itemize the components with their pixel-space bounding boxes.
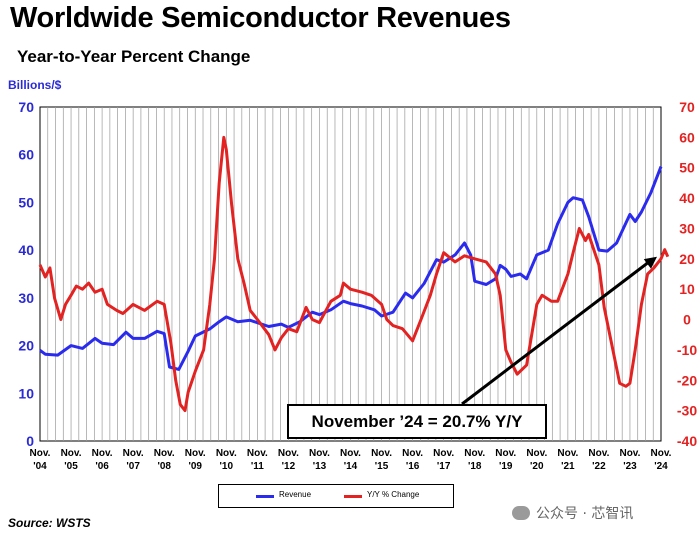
x-tick-label: Nov.	[216, 448, 237, 459]
left-axis-tick-label: 10	[18, 385, 34, 401]
x-tick-label: '20	[530, 461, 544, 472]
x-tick-label: Nov.	[278, 448, 299, 459]
legend-revenue-swatch	[256, 495, 274, 498]
legend-revenue-label: Revenue	[279, 490, 312, 499]
right-axis-tick-label: 60	[679, 129, 695, 145]
left-axis-unit-label: Billions/$	[8, 78, 62, 92]
x-tick-label: '08	[157, 461, 171, 472]
left-axis-tick-label: 20	[18, 338, 34, 354]
x-tick-label: '12	[282, 461, 296, 472]
legend-yoy-label: Y/Y % Change	[367, 490, 420, 499]
left-axis-tick-label: 30	[18, 290, 34, 306]
right-axis-tick-label: 10	[679, 281, 695, 297]
x-tick-label: Nov.	[495, 448, 516, 459]
x-tick-label: '23	[623, 461, 637, 472]
x-tick-label: Nov.	[154, 448, 175, 459]
x-tick-label: Nov.	[340, 448, 361, 459]
right-axis-tick-label: -20	[677, 372, 697, 388]
left-axis-tick-label: 0	[26, 433, 34, 449]
x-tick-label: '06	[95, 461, 109, 472]
watermark-text: 公众号 · 芯智讯	[536, 506, 634, 522]
right-axis-tick-label: 0	[683, 312, 691, 328]
watermark: 公众号 · 芯智讯	[512, 503, 633, 523]
x-tick-label: Nov.	[464, 448, 485, 459]
legend-yoy-swatch	[344, 495, 362, 498]
left-axis-tick-label: 40	[18, 242, 34, 258]
x-tick-label: '19	[499, 461, 513, 472]
x-tick-label: Nov.	[651, 448, 672, 459]
x-tick-label: '14	[344, 461, 358, 472]
x-tick-label: '17	[437, 461, 451, 472]
x-tick-label: Nov.	[185, 448, 206, 459]
right-axis-tick-label: -30	[677, 403, 697, 419]
x-tick-label: '04	[33, 461, 47, 472]
revenue-line	[39, 166, 663, 371]
left-axis-tick-label: 70	[18, 99, 34, 115]
x-tick-label: '13	[313, 461, 327, 472]
x-tick-label: Nov.	[588, 448, 609, 459]
x-tick-label: '07	[126, 461, 140, 472]
left-axis-tick-label: 60	[18, 147, 34, 163]
x-tick-label: Nov.	[247, 448, 268, 459]
annotation-callout: November ’24 = 20.7% Y/Y	[287, 404, 547, 439]
left-axis-tick-label: 50	[18, 194, 34, 210]
x-tick-label: Nov.	[619, 448, 640, 459]
x-tick-label: '09	[188, 461, 202, 472]
yoy-change-line	[38, 135, 670, 413]
right-axis-tick-label: -10	[677, 342, 697, 358]
x-tick-label: Nov.	[309, 448, 330, 459]
x-tick-label: Nov.	[30, 448, 51, 459]
annotation-arrowhead	[643, 256, 657, 269]
x-tick-label: '10	[220, 461, 234, 472]
chart-subtitle: Year-to-Year Percent Change	[17, 47, 251, 66]
x-tick-label: '18	[468, 461, 482, 472]
x-tick-label: '22	[592, 461, 606, 472]
x-tick-label: '16	[406, 461, 420, 472]
annotation-arrow	[461, 261, 649, 406]
x-tick-label: '05	[64, 461, 78, 472]
x-tick-label: '24	[654, 461, 668, 472]
x-tick-label: '21	[561, 461, 575, 472]
right-axis-tick-label: -40	[677, 433, 697, 449]
x-tick-label: '11	[251, 461, 264, 472]
x-tick-label: Nov.	[526, 448, 547, 459]
x-tick-label: Nov.	[92, 448, 113, 459]
x-tick-label: Nov.	[61, 448, 82, 459]
x-tick-label: Nov.	[371, 448, 392, 459]
x-tick-label: Nov.	[402, 448, 423, 459]
right-axis-tick-label: 30	[679, 220, 695, 236]
right-axis-tick-label: 50	[679, 160, 695, 176]
right-axis-tick-label: 20	[679, 251, 695, 267]
right-axis-tick-label: 70	[679, 99, 695, 115]
x-tick-label: Nov.	[557, 448, 578, 459]
source-note: Source: WSTS	[8, 516, 91, 530]
x-tick-label: Nov.	[433, 448, 454, 459]
chart-title: Worldwide Semiconductor Revenues	[10, 2, 511, 34]
right-axis-tick-label: 40	[679, 190, 695, 206]
x-tick-label: Nov.	[123, 448, 144, 459]
x-tick-label: '15	[375, 461, 389, 472]
legend: Revenue Y/Y % Change	[218, 484, 454, 508]
wechat-icon	[512, 506, 530, 520]
